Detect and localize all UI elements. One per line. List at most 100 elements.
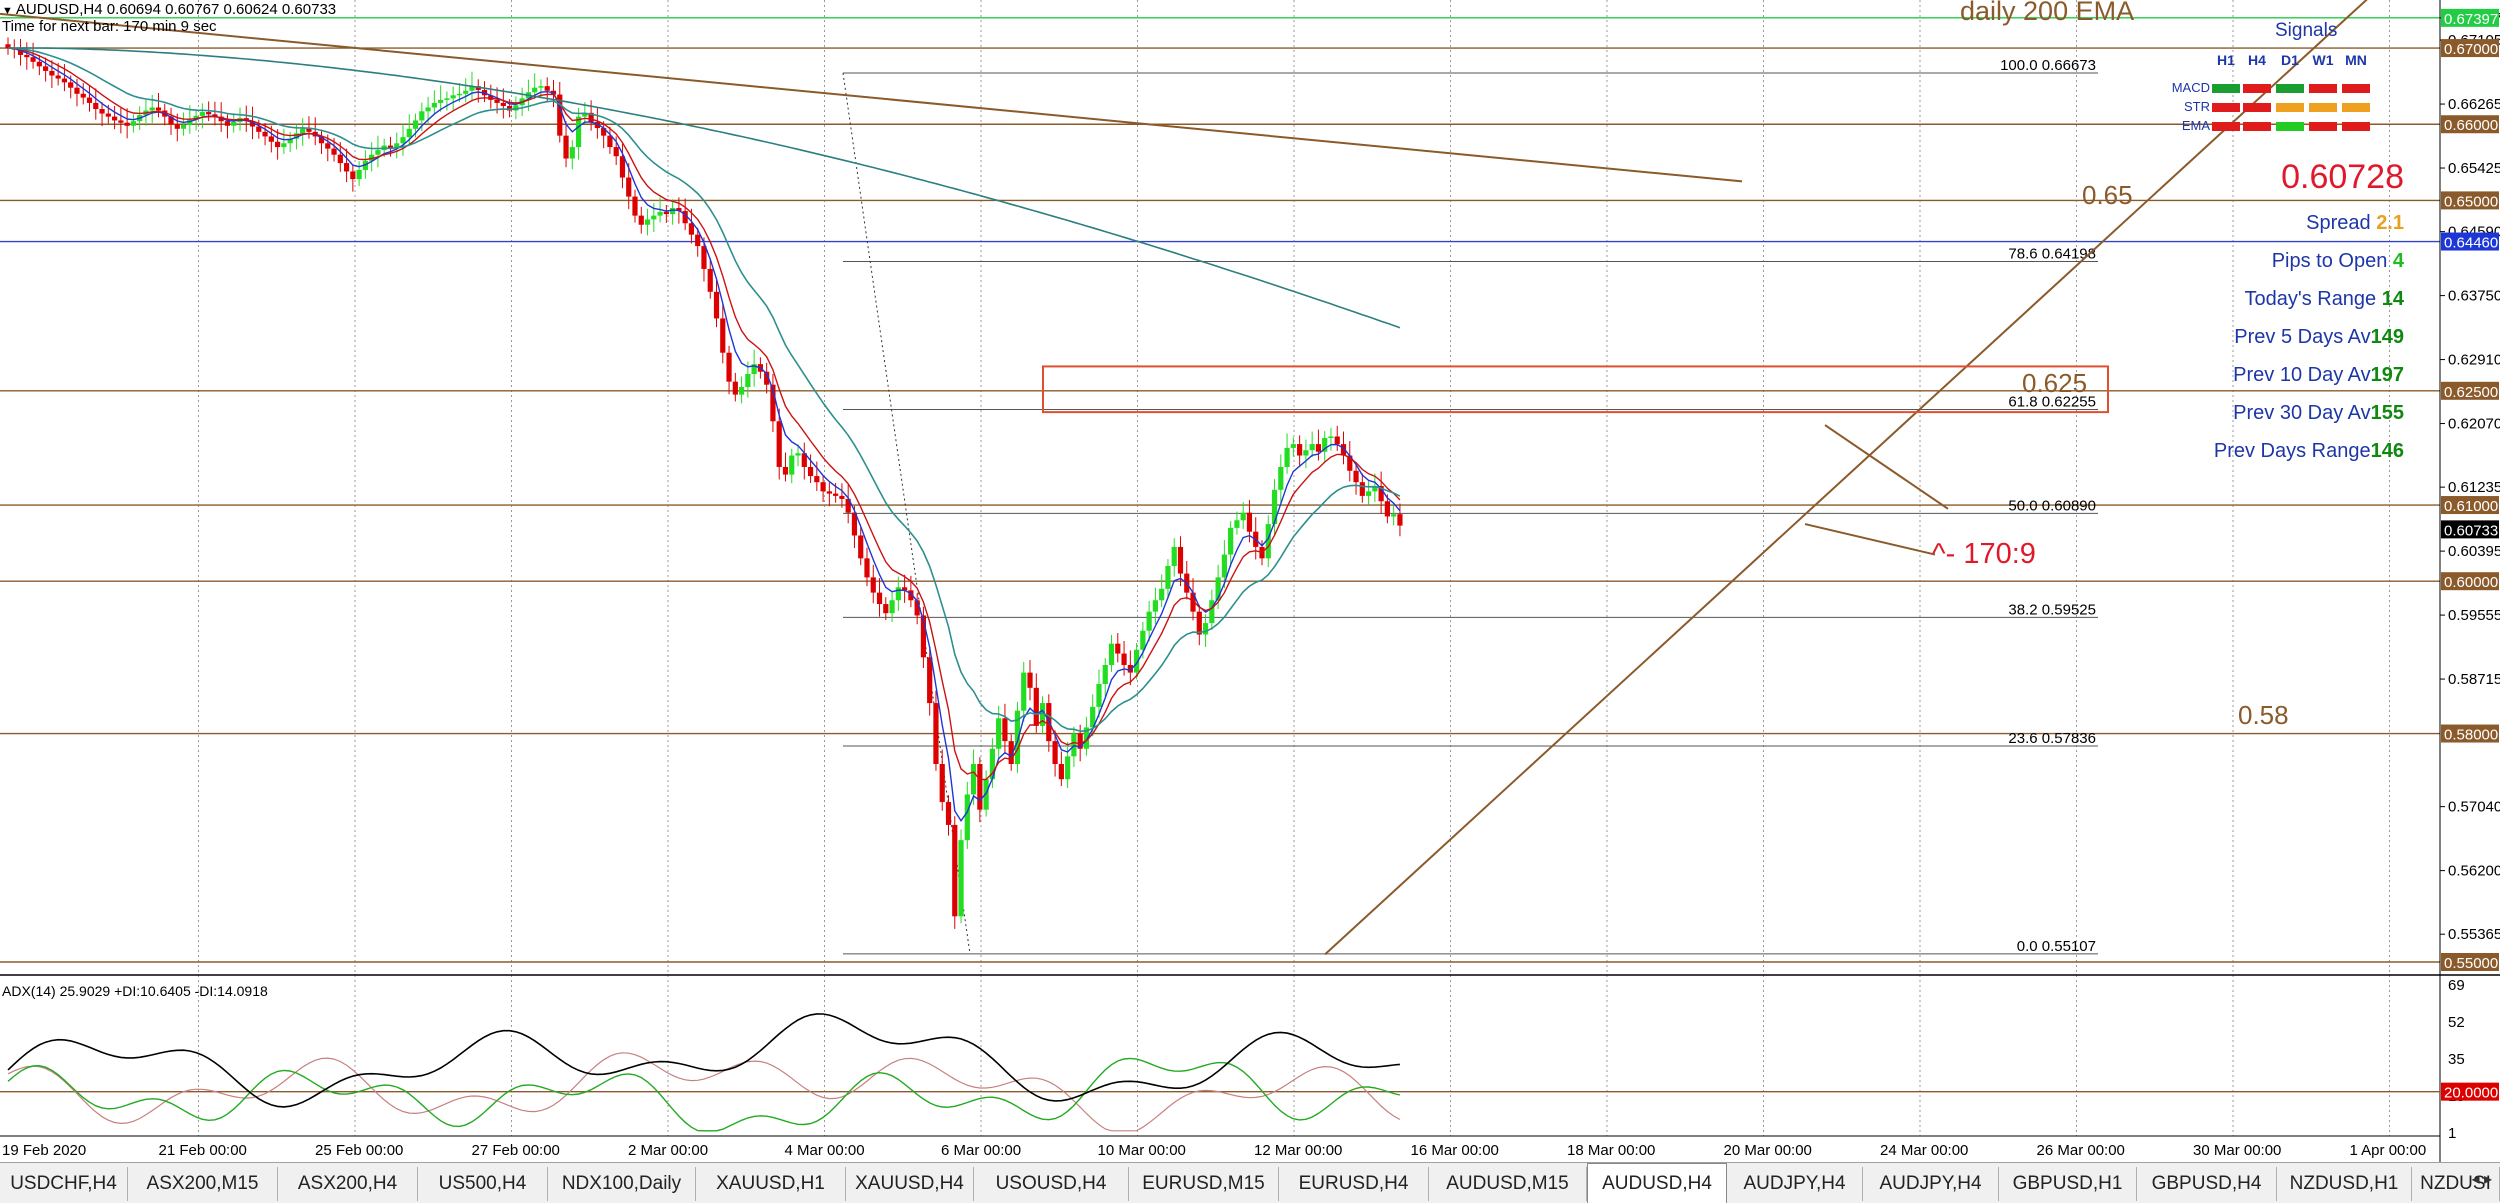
candle-body: [726, 352, 732, 382]
candle-body: [212, 114, 218, 117]
price-level-tag: [2441, 724, 2499, 743]
signal-cell: [2276, 84, 2304, 93]
candle-body: [544, 86, 550, 91]
candle-body: [927, 657, 933, 704]
candle-body: [883, 604, 889, 614]
candle-body: [588, 112, 594, 122]
candle-body: [1271, 489, 1278, 525]
symbol-tab[interactable]: AUDUSD,M15: [1429, 1167, 1587, 1201]
candle-body: [1134, 649, 1140, 673]
candle-body: [1196, 611, 1202, 635]
tab-scroll-arrows-icon[interactable]: ◂ ▸: [2471, 1171, 2492, 1188]
candle-body: [1121, 653, 1127, 665]
symbol-tab[interactable]: NDX100,Daily: [548, 1167, 696, 1201]
candle-body: [582, 112, 588, 117]
symbol-tab[interactable]: AUDJPY,H4: [1727, 1167, 1863, 1201]
candle-body: [626, 177, 632, 197]
stat-line: Spread 2.1: [2306, 212, 2404, 235]
signal-cell: [2212, 122, 2240, 131]
candle-body: [845, 498, 851, 513]
time-tick-label: 10 Mar 00:00: [1098, 1142, 1186, 1159]
candle-body: [1315, 444, 1322, 452]
candle-body: [895, 587, 901, 601]
candle-body: [306, 128, 312, 132]
price-level-tag: [2441, 496, 2499, 515]
price-chart[interactable]: 100.0 0.66673 78.6 0.64198 61.8 0.62255 50.…: [0, 0, 2500, 1162]
symbol-info: ▼ AUDUSD,H4 0.60694 0.60767 0.60624 0.607…: [2, 2, 336, 34]
price-level-tag-text: 0.60000: [2444, 574, 2498, 591]
candle-body: [858, 535, 864, 559]
price-level-tag: [2441, 953, 2499, 971]
fib-level-label: 61.8 0.62255: [2008, 393, 2096, 410]
stat-label: Today's Range: [2244, 288, 2382, 310]
wedge-lower-line: [1804, 523, 1936, 556]
candle-body: [782, 466, 789, 475]
candle-body: [425, 107, 431, 112]
candle-body: [1215, 577, 1221, 601]
candle-body: [1190, 592, 1196, 612]
price-level-tag-text: 0.64460: [2444, 235, 2498, 252]
candle-body: [1303, 450, 1309, 456]
moving-averages: [7, 47, 1401, 822]
adx-scale-label: 52: [2448, 1014, 2465, 1031]
candle-body: [80, 93, 86, 98]
candle-body: [1083, 727, 1090, 749]
candle-body: [1246, 512, 1253, 532]
stat-line: Today's Range 14: [2245, 288, 2405, 311]
symbol-tab[interactable]: AUDJPY,H4: [1863, 1167, 1999, 1201]
level-label-065: 0.65: [2082, 180, 2133, 210]
symbol-tab[interactable]: US500,H4: [418, 1167, 548, 1201]
adx-scale-label: 35: [2448, 1051, 2465, 1068]
symbol-tab[interactable]: XAUUSD,H1: [696, 1167, 846, 1201]
ma-slow-line: [7, 47, 1401, 733]
stat-label: Prev 5 Days Av: [2234, 326, 2371, 348]
level-label-0625: 0.625: [2022, 368, 2088, 398]
candle-body: [325, 143, 331, 149]
candle-body: [1290, 444, 1296, 448]
signal-row-label: STR: [2184, 99, 2210, 114]
candle-body: [864, 558, 870, 578]
symbol-tab[interactable]: GBPUSD,H4: [2137, 1167, 2277, 1201]
candle-body: [569, 147, 575, 159]
collapse-triangle-icon[interactable]: ▼: [2, 5, 13, 17]
symbol-tab[interactable]: ASX200,M15: [128, 1167, 278, 1201]
candle-body: [412, 120, 419, 129]
symbol-tab[interactable]: XAUUSD,H4: [846, 1167, 974, 1201]
candle-body: [394, 143, 400, 148]
candle-body: [688, 223, 695, 235]
ema-label: daily 200 EMA: [1960, 0, 2135, 26]
candle-body: [293, 133, 300, 139]
stat-line: Prev 5 Days Av149: [2234, 326, 2404, 349]
candle-body: [1171, 546, 1177, 566]
symbol-tab[interactable]: ASX200,H4: [278, 1167, 418, 1201]
stat-value: 146: [2370, 440, 2404, 462]
symbol-tab[interactable]: USOUSD,H4: [974, 1167, 1129, 1201]
adx-level-tag: [2441, 1082, 2499, 1101]
signal-cell: [2212, 103, 2240, 112]
symbol-tab[interactable]: USDCHF,H4: [0, 1167, 128, 1201]
price-level-tag-text: 0.67397: [2444, 11, 2498, 28]
candle-body: [908, 590, 914, 601]
symbol-tab[interactable]: NZDUSD,H1: [2277, 1167, 2412, 1201]
candle-body: [1127, 664, 1133, 673]
candle-body: [262, 131, 268, 137]
candle-body: [1240, 512, 1246, 521]
symbol-tab[interactable]: EURUSD,M15: [1129, 1167, 1279, 1201]
time-tick-label: 2 Mar 00:00: [628, 1142, 708, 1159]
candle-body: [538, 86, 544, 88]
symbol-tab[interactable]: GBPUSD,H1: [1999, 1167, 2137, 1201]
stat-value: 2.1: [2376, 212, 2404, 234]
signal-cell: [2309, 84, 2337, 93]
adx-panel: 69523518120.0000: [0, 977, 2499, 1142]
fib-level-label: 38.2 0.59525: [2008, 601, 2096, 618]
price-tick-label: 0.62910: [2448, 352, 2500, 369]
symbol-tab[interactable]: AUDUSD,H4: [1587, 1163, 1727, 1203]
candle-body: [1165, 565, 1171, 589]
symbol-tab[interactable]: EURUSD,H4: [1279, 1167, 1429, 1201]
candle-body: [1284, 447, 1290, 467]
candle-body: [676, 208, 682, 212]
candle-body: [1065, 756, 1071, 780]
daily-200-ema-line: [7, 47, 1401, 329]
candle-body: [49, 70, 55, 76]
candle-body: [1102, 664, 1108, 685]
